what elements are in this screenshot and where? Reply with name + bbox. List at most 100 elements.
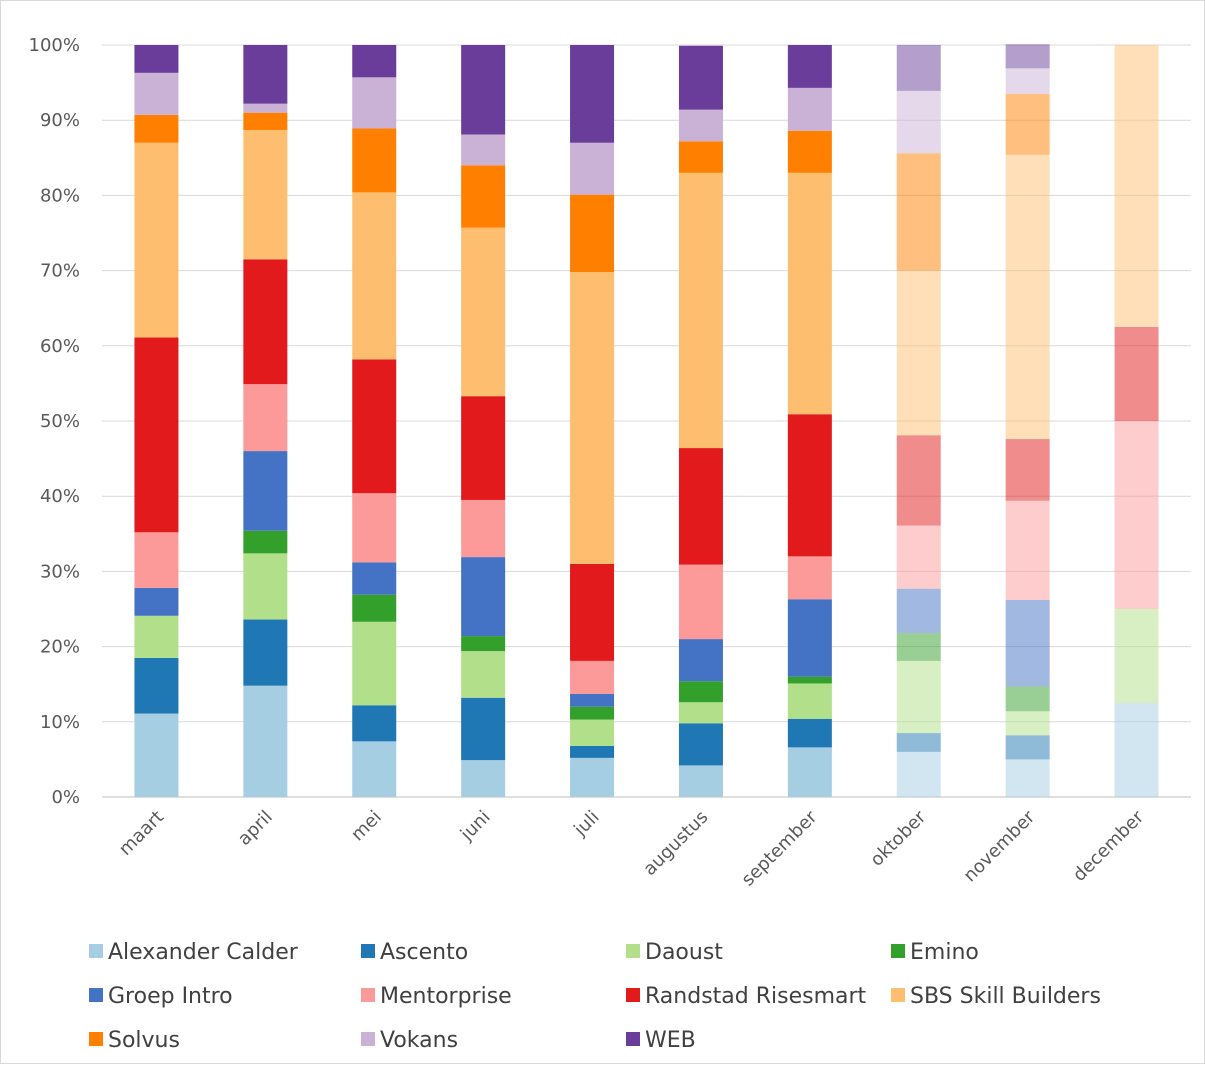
bar-segment-sbs-skill-builders-oktober [896,270,941,436]
bar-segment-solvus-september [787,130,832,173]
legend-item-solvus: Solvus [89,1028,180,1053]
bar-segment-randstad-risesmart-oktober [896,435,941,526]
bar-segment-groep-intro-november [1005,599,1050,687]
legend-item-alexander-calder: Alexander Calder [89,940,299,965]
bar-stack-november [1005,44,1050,797]
bar-segment-groep-intro-juni [461,557,506,637]
x-tick-label: september [738,806,822,890]
legend-item-groep-intro: Groep Intro [89,984,233,1009]
bar-stack-augustus [678,45,723,797]
bar-segment-solvus-november [1005,93,1050,155]
bar-segment-groep-intro-maart [134,587,179,616]
bar-segment-vokans-november [1005,68,1050,94]
bar-segment-randstad-risesmart-maart [134,337,179,533]
legend-swatch [361,988,375,1002]
bar-segment-groep-intro-april [243,451,288,531]
bar-segment-alexander-calder-april [243,685,288,797]
legend-label: Ascento [380,940,468,965]
legend-item-ascento: Ascento [361,940,468,965]
legend-label: WEB [645,1028,696,1053]
bar-segment-daoust-december [1114,609,1159,703]
bar-segment-web-april [243,45,288,104]
bar-stack-oktober [896,45,941,797]
bar-segment-ascento-juli [570,745,615,758]
bar-segment-mentorprise-april [243,384,288,452]
bar-segment-sbs-skill-builders-juni [461,227,506,397]
bar-segment-emino-augustus [678,681,723,703]
bar-segment-ascento-november [1005,735,1050,760]
bar-segment-daoust-juni [461,651,506,698]
bar-segment-mentorprise-december [1114,421,1159,609]
x-tick-label: juni [456,807,495,846]
bar-segment-sbs-skill-builders-juli [570,272,615,564]
bar-segment-randstad-risesmart-september [787,414,832,557]
bar-segment-mentorprise-oktober [896,525,941,589]
bar-segment-mentorprise-maart [134,532,179,588]
bar-segment-solvus-april [243,112,288,130]
bar-segment-emino-april [243,530,288,554]
bar-segment-alexander-calder-maart [134,713,179,797]
bar-segment-daoust-maart [134,615,179,658]
bar-stack-april [243,45,288,797]
bar-segment-randstad-risesmart-december [1114,327,1159,421]
bar-segment-ascento-september [787,718,832,748]
legend-item-daoust: Daoust [626,940,723,965]
bar-segment-emino-oktober [896,633,941,661]
legend-label: Emino [910,940,979,965]
legend-swatch [361,944,375,958]
legend-label: SBS Skill Builders [910,984,1101,1009]
bar-stack-maart [134,45,179,797]
bar-segment-solvus-juni [461,165,506,228]
y-tick-label: 30% [40,561,80,582]
legend-swatch [89,988,103,1002]
bar-segment-mentorprise-november [1005,500,1050,600]
bar-segment-mentorprise-juli [570,660,615,694]
legend-label: Alexander Calder [108,940,299,965]
bar-segment-emino-september [787,676,832,684]
bar-segment-solvus-maart [134,114,179,143]
bar-segment-emino-mei [352,594,397,622]
bar-segment-randstad-risesmart-juli [570,563,615,661]
bar-segment-randstad-risesmart-juni [461,396,506,500]
y-tick-label: 20% [40,637,80,658]
legend-swatch [89,944,103,958]
bar-segment-vokans-september [787,87,832,131]
bar-segment-alexander-calder-juli [570,757,615,797]
legend-swatch [626,988,640,1002]
bar-stack-mei [352,45,397,797]
legend-item-sbs-skill-builders: SBS Skill Builders [891,984,1101,1009]
legend-swatch [89,1032,103,1046]
legend-label: Groep Intro [108,984,233,1009]
legend-label: Randstad Risesmart [645,984,867,1009]
y-tick-label: 60% [40,336,80,357]
bar-segment-emino-november [1005,686,1050,712]
bars [134,44,1159,797]
y-tick-label: 90% [40,110,80,131]
bar-segment-solvus-mei [352,128,397,193]
bar-segment-solvus-juli [570,194,615,273]
x-tick-label: november [960,806,1040,886]
bar-segment-sbs-skill-builders-december [1114,45,1159,327]
bar-segment-ascento-juni [461,697,506,761]
legend-label: Solvus [108,1028,180,1053]
bar-segment-groep-intro-augustus [678,639,723,682]
x-tick-label: mei [347,807,386,846]
x-tick-label: oktober [866,806,930,870]
bar-stack-juli [570,45,615,797]
bar-segment-ascento-april [243,619,288,686]
bar-segment-daoust-april [243,553,288,620]
legend-label: Daoust [645,940,723,965]
bar-stack-juni [461,45,506,797]
bar-segment-alexander-calder-oktober [896,751,941,797]
bar-segment-sbs-skill-builders-augustus [678,172,723,449]
legend-item-mentorprise: Mentorprise [361,984,512,1009]
y-tick-label: 40% [40,486,80,507]
legend-item-web: WEB [626,1028,696,1053]
legend-swatch [626,944,640,958]
bar-segment-randstad-risesmart-mei [352,359,397,494]
bar-stack-september [787,45,832,797]
bar-segment-daoust-september [787,683,832,719]
bar-segment-mentorprise-september [787,556,832,600]
